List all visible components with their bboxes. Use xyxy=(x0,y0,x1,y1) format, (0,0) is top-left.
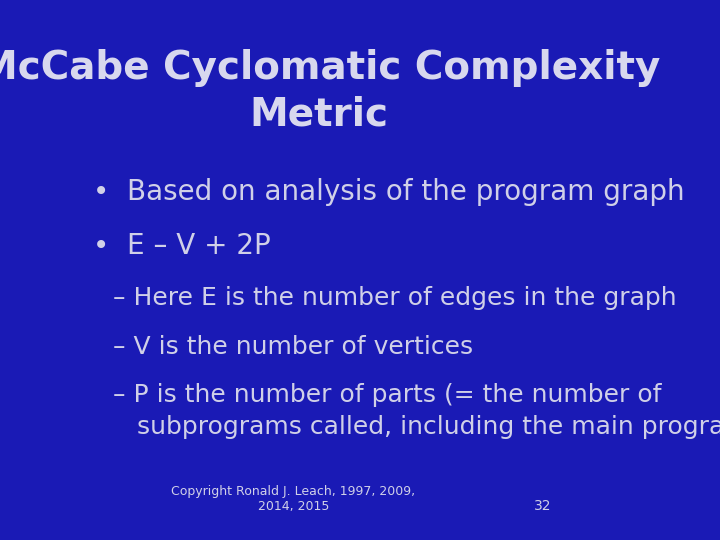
Text: Copyright Ronald J. Leach, 1997, 2009,
2014, 2015: Copyright Ronald J. Leach, 1997, 2009, 2… xyxy=(171,485,415,513)
Text: 32: 32 xyxy=(534,499,551,513)
Text: •  Based on analysis of the program graph: • Based on analysis of the program graph xyxy=(93,178,684,206)
Text: – V is the number of vertices: – V is the number of vertices xyxy=(113,335,473,359)
Text: McCabe Cyclomatic Complexity
Metric: McCabe Cyclomatic Complexity Metric xyxy=(0,49,660,133)
Text: – Here E is the number of edges in the graph: – Here E is the number of edges in the g… xyxy=(113,286,677,310)
Text: •  E – V + 2P: • E – V + 2P xyxy=(93,232,270,260)
Text: – P is the number of parts (= the number of
   subprograms called, including the: – P is the number of parts (= the number… xyxy=(113,383,720,439)
